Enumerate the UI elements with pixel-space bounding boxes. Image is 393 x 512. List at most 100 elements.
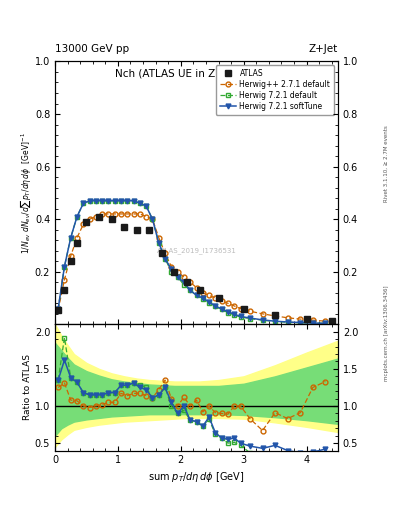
Herwig 7.2.1 softTune <box>200 295 205 301</box>
Herwig 7.2.1 softTune <box>238 313 243 319</box>
Text: Z+Jet: Z+Jet <box>309 44 338 54</box>
ATLAS <box>134 227 139 233</box>
ATLAS <box>185 279 189 285</box>
ATLAS <box>216 295 221 301</box>
Herwig 7.2.1 default <box>213 304 218 310</box>
Herwig++ 2.7.1 default <box>226 300 230 306</box>
ATLAS <box>304 316 309 322</box>
Herwig 7.2.1 default <box>56 306 61 312</box>
Text: 13000 GeV pp: 13000 GeV pp <box>55 44 129 54</box>
Herwig++ 2.7.1 default <box>75 234 79 241</box>
Herwig 7.2.1 softTune <box>182 279 186 285</box>
Herwig++ 2.7.1 default <box>310 317 315 323</box>
ATLAS <box>329 318 334 324</box>
Herwig++ 2.7.1 default <box>273 313 277 319</box>
ATLAS <box>197 287 202 293</box>
Herwig 7.2.1 softTune <box>87 198 92 204</box>
Herwig 7.2.1 softTune <box>125 198 130 204</box>
Herwig 7.2.1 softTune <box>219 306 224 312</box>
Herwig 7.2.1 default <box>298 319 303 326</box>
Herwig++ 2.7.1 default <box>213 295 218 301</box>
Herwig 7.2.1 default <box>248 315 252 322</box>
Herwig++ 2.7.1 default <box>131 211 136 217</box>
Line: Herwig 7.2.1 default: Herwig 7.2.1 default <box>56 198 328 326</box>
Herwig++ 2.7.1 default <box>156 234 161 241</box>
Herwig 7.2.1 default <box>273 318 277 325</box>
Herwig++ 2.7.1 default <box>207 292 211 298</box>
Herwig 7.2.1 default <box>125 198 130 204</box>
Herwig 7.2.1 softTune <box>68 234 73 241</box>
Herwig 7.2.1 softTune <box>150 216 155 222</box>
Herwig 7.2.1 softTune <box>62 264 67 270</box>
Herwig 7.2.1 default <box>131 198 136 204</box>
Line: Herwig 7.2.1 softTune: Herwig 7.2.1 softTune <box>56 198 328 326</box>
Herwig 7.2.1 softTune <box>81 200 86 206</box>
Herwig++ 2.7.1 default <box>144 214 149 220</box>
Line: ATLAS: ATLAS <box>55 214 335 324</box>
Herwig 7.2.1 default <box>207 300 211 306</box>
Herwig 7.2.1 softTune <box>156 240 161 246</box>
Herwig 7.2.1 default <box>238 314 243 320</box>
Herwig++ 2.7.1 default <box>194 285 199 291</box>
ATLAS <box>273 312 277 318</box>
Herwig 7.2.1 softTune <box>106 198 111 204</box>
Herwig 7.2.1 default <box>232 312 237 318</box>
Herwig 7.2.1 softTune <box>112 198 117 204</box>
ATLAS <box>147 227 152 233</box>
Herwig 7.2.1 default <box>138 200 142 206</box>
Herwig++ 2.7.1 default <box>285 315 290 321</box>
Herwig++ 2.7.1 default <box>81 221 86 227</box>
Herwig 7.2.1 softTune <box>323 320 328 326</box>
Herwig 7.2.1 default <box>188 287 193 293</box>
Herwig 7.2.1 softTune <box>94 198 98 204</box>
Herwig 7.2.1 softTune <box>298 319 303 326</box>
Herwig++ 2.7.1 default <box>298 316 303 322</box>
Herwig 7.2.1 default <box>75 214 79 220</box>
Herwig 7.2.1 softTune <box>163 255 167 262</box>
Herwig++ 2.7.1 default <box>163 250 167 257</box>
Herwig++ 2.7.1 default <box>138 211 142 217</box>
Herwig 7.2.1 default <box>226 309 230 315</box>
Herwig 7.2.1 default <box>156 240 161 246</box>
ATLAS <box>62 287 67 293</box>
Herwig++ 2.7.1 default <box>200 290 205 296</box>
Herwig++ 2.7.1 default <box>62 276 67 283</box>
Herwig 7.2.1 softTune <box>56 306 61 312</box>
Herwig 7.2.1 softTune <box>260 317 265 323</box>
Herwig 7.2.1 softTune <box>175 274 180 280</box>
Herwig 7.2.1 default <box>81 200 86 206</box>
Herwig 7.2.1 default <box>119 198 123 204</box>
Herwig++ 2.7.1 default <box>106 211 111 217</box>
Herwig 7.2.1 default <box>285 319 290 325</box>
Herwig++ 2.7.1 default <box>219 297 224 304</box>
Herwig++ 2.7.1 default <box>182 274 186 280</box>
Herwig++ 2.7.1 default <box>112 211 117 217</box>
Herwig++ 2.7.1 default <box>119 211 123 217</box>
Herwig++ 2.7.1 default <box>68 253 73 259</box>
Herwig 7.2.1 softTune <box>169 266 174 272</box>
Text: mcplots.cern.ch [arXiv:1306.3436]: mcplots.cern.ch [arXiv:1306.3436] <box>384 285 389 380</box>
Herwig 7.2.1 softTune <box>248 315 252 321</box>
ATLAS <box>109 216 114 222</box>
Herwig++ 2.7.1 default <box>232 303 237 309</box>
ATLAS <box>122 224 127 230</box>
Herwig 7.2.1 default <box>68 234 73 241</box>
Herwig 7.2.1 default <box>62 264 67 270</box>
Herwig 7.2.1 softTune <box>310 320 315 326</box>
Herwig++ 2.7.1 default <box>260 311 265 317</box>
Herwig 7.2.1 softTune <box>131 198 136 204</box>
ATLAS <box>172 269 177 275</box>
Text: Rivet 3.1.10, ≥ 2.7M events: Rivet 3.1.10, ≥ 2.7M events <box>384 125 389 202</box>
Herwig 7.2.1 default <box>106 198 111 204</box>
ATLAS <box>97 214 101 220</box>
Herwig 7.2.1 default <box>175 274 180 280</box>
ATLAS <box>56 307 61 313</box>
Herwig 7.2.1 softTune <box>232 311 237 317</box>
Herwig 7.2.1 softTune <box>226 309 230 315</box>
Herwig 7.2.1 default <box>323 320 328 326</box>
ATLAS <box>75 240 79 246</box>
Herwig 7.2.1 softTune <box>273 318 277 324</box>
Herwig++ 2.7.1 default <box>100 211 105 217</box>
Herwig++ 2.7.1 default <box>150 216 155 222</box>
Herwig 7.2.1 default <box>219 306 224 312</box>
